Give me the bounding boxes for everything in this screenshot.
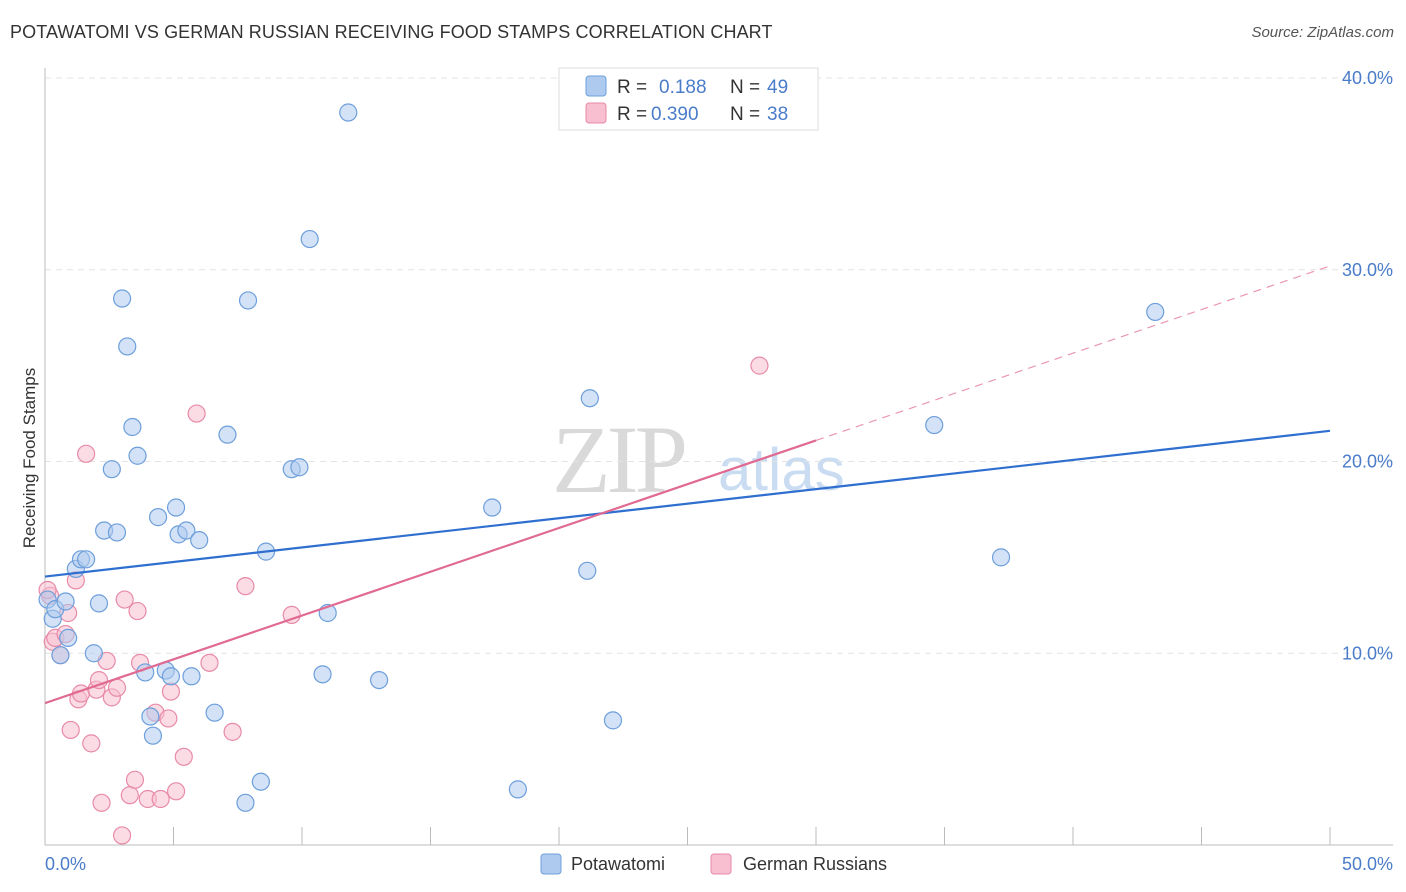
point-potawatomi-40 xyxy=(339,103,358,122)
series-legend-label-german-russians: German Russians xyxy=(743,854,887,874)
point-potawatomi-9 xyxy=(84,644,103,663)
point-potawatomi-26 xyxy=(177,521,196,540)
point-potawatomi-8 xyxy=(77,550,96,569)
point-german-russians-36 xyxy=(750,356,769,375)
x-tick-label-max: 50.0% xyxy=(1342,854,1393,874)
legend-swatch-blue xyxy=(585,75,607,97)
point-potawatomi-49 xyxy=(1146,302,1165,322)
trend-lines xyxy=(44,265,1331,705)
legend-n-value-1: 49 xyxy=(767,77,788,98)
point-potawatomi-28 xyxy=(190,531,209,550)
point-german-russians-20 xyxy=(120,786,139,805)
trend-line-potawatomi xyxy=(44,429,1331,578)
axes xyxy=(44,68,1393,846)
legend-n-label-1: N = xyxy=(730,77,760,98)
series-legend-swatch-potawatomi xyxy=(540,853,562,875)
point-potawatomi-12 xyxy=(102,460,121,479)
point-potawatomi-48 xyxy=(991,548,1011,567)
point-potawatomi-27 xyxy=(182,667,201,686)
point-potawatomi-31 xyxy=(236,793,255,812)
point-german-russians-6 xyxy=(61,720,80,740)
point-potawatomi-47 xyxy=(925,415,944,435)
legend-swatch-pink xyxy=(585,102,607,124)
point-german-russians-35 xyxy=(282,605,301,625)
point-german-russians-30 xyxy=(174,747,193,766)
y-tick-label-20: 20.0% xyxy=(1342,452,1393,472)
trend-line-german-russians xyxy=(44,439,817,705)
x-ticks xyxy=(173,827,1331,845)
point-potawatomi-42 xyxy=(483,498,502,517)
point-potawatomi-17 xyxy=(128,446,147,465)
legend-n-value-2: 38 xyxy=(767,104,788,125)
y-tick-label-10: 10.0% xyxy=(1342,643,1393,663)
point-potawatomi-44 xyxy=(578,561,597,580)
point-german-russians-11 xyxy=(82,734,101,753)
source-label: Source: ZipAtlas.com xyxy=(1251,24,1394,41)
point-potawatomi-29 xyxy=(205,703,224,722)
point-potawatomi-37 xyxy=(300,229,319,249)
point-potawatomi-15 xyxy=(118,337,137,356)
point-potawatomi-46 xyxy=(603,711,623,730)
x-tick-label-min: 0.0% xyxy=(45,854,86,874)
point-potawatomi-38 xyxy=(313,665,332,684)
point-german-russians-18 xyxy=(112,826,132,845)
point-potawatomi-13 xyxy=(107,523,127,542)
point-german-russians-10 xyxy=(77,444,96,463)
point-potawatomi-14 xyxy=(112,289,132,308)
stats-legend: R = 0.188 N = 49 R = 0.390 N = 38 xyxy=(558,67,819,131)
point-potawatomi-20 xyxy=(143,726,163,745)
point-potawatomi-10 xyxy=(89,594,109,613)
series-potawatomi xyxy=(38,103,1165,812)
point-german-russians-28 xyxy=(161,682,181,701)
point-german-russians-31 xyxy=(187,404,206,423)
point-german-russians-21 xyxy=(125,770,145,789)
point-german-russians-34 xyxy=(236,577,255,596)
point-german-russians-27 xyxy=(159,709,178,728)
point-potawatomi-4 xyxy=(56,592,75,611)
point-german-russians-17 xyxy=(107,678,127,697)
y-axis-label: Receiving Food Stamps xyxy=(20,368,39,548)
point-potawatomi-45 xyxy=(580,389,599,408)
legend-r-label-2: R = xyxy=(617,104,647,125)
legend-r-label-1: R = xyxy=(617,77,647,98)
point-german-russians-32 xyxy=(200,653,219,672)
series-legend-swatch-german-russians xyxy=(710,853,732,875)
point-potawatomi-3 xyxy=(51,646,70,665)
legend-r-value-2: 0.390 xyxy=(651,104,699,125)
point-potawatomi-30 xyxy=(218,425,237,444)
point-potawatomi-32 xyxy=(238,291,258,310)
legend-n-label-2: N = xyxy=(730,104,760,125)
point-potawatomi-43 xyxy=(508,780,527,799)
point-german-russians-14 xyxy=(92,793,111,812)
point-german-russians-29 xyxy=(166,782,186,801)
trend-line-german-russians-extrapolated xyxy=(815,265,1331,441)
series-legend-label-potawatomi: Potawatomi xyxy=(571,854,665,874)
chart-title: POTAWATOMI VS GERMAN RUSSIAN RECEIVING F… xyxy=(10,22,773,42)
point-potawatomi-36 xyxy=(290,458,309,477)
point-potawatomi-21 xyxy=(148,508,168,527)
gridlines xyxy=(45,77,1393,654)
point-potawatomi-16 xyxy=(123,417,142,437)
point-potawatomi-5 xyxy=(59,628,78,648)
point-german-russians-22 xyxy=(128,601,147,621)
legend-r-value-1: 0.188 xyxy=(659,77,707,98)
y-tick-labels: 10.0% 20.0% 30.0% 40.0% xyxy=(1342,68,1393,663)
point-potawatomi-33 xyxy=(251,772,270,791)
watermark-atlas: atlas xyxy=(718,436,845,503)
y-tick-label-40: 40.0% xyxy=(1342,68,1393,88)
watermark-zip: ZIP xyxy=(552,406,685,513)
point-german-russians-19 xyxy=(115,590,134,609)
point-potawatomi-41 xyxy=(370,670,389,690)
point-potawatomi-23 xyxy=(161,667,181,686)
point-german-russians-33 xyxy=(223,722,242,741)
point-potawatomi-24 xyxy=(166,498,186,517)
y-tick-label-30: 30.0% xyxy=(1342,260,1393,280)
point-potawatomi-19 xyxy=(141,707,160,726)
series-legend: Potawatomi German Russians xyxy=(540,853,887,875)
point-german-russians-26 xyxy=(151,789,170,809)
